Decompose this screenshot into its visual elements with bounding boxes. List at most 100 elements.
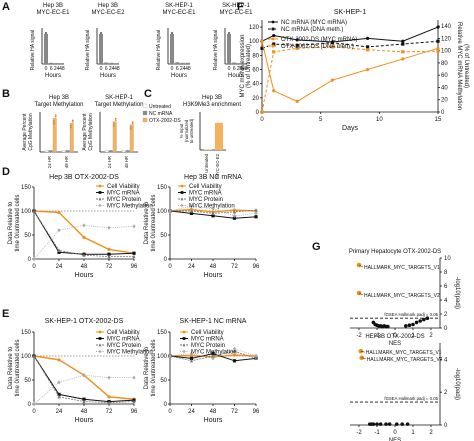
panel-g-top-xlabel: NES [389, 341, 401, 347]
panel-e-right-point [232, 353, 237, 357]
panel-f-ytick: 120 [249, 25, 260, 31]
panel-d-right-point [211, 206, 215, 211]
panel-d-right-xlabel: Hours [204, 272, 223, 279]
panel-e-right-legend-label: MYC Protein [191, 343, 225, 349]
panel-g-top-point [414, 320, 419, 325]
panel-b-bar [61, 150, 66, 153]
panel-f-point [272, 33, 276, 38]
panel-e-left-xtick: 72 [106, 409, 113, 415]
panel-a-title-line2: MYC-EC-E2 [91, 10, 125, 16]
panel-c-ylabel-line: % Input [179, 123, 184, 138]
panel-e-right-ytick: 0 [164, 402, 168, 408]
panel-a-bar [170, 34, 174, 64]
panel-e-right-point [211, 352, 215, 356]
panel-d-left-point [57, 250, 61, 254]
panel-a-xtick: 48 [242, 66, 248, 72]
panel-a-bar [99, 34, 103, 64]
panel-e-right-xtick: 24 [188, 409, 195, 415]
panel-e-right-point [232, 349, 237, 353]
panel-g-top-label-leader [358, 292, 364, 296]
panel-a-xtick: 24 [54, 66, 60, 72]
panel-e-left-point [57, 358, 61, 362]
panel-d-right-legend-label: Cell Viability [189, 184, 222, 190]
panel-a-bar [237, 63, 242, 64]
panel-b-title-line2: Target Methylation [34, 102, 83, 108]
panel-c-xtick: Untreated [204, 153, 209, 172]
panel-d-right-point [168, 208, 172, 214]
panel-c-bar [215, 122, 223, 150]
panel-d-left-xtick: 24 [56, 264, 63, 270]
panel-b-bar [125, 150, 130, 153]
panel-letter-a: A [2, 1, 10, 13]
panel-a-title-line2: MYC-EC-E1 [36, 10, 70, 16]
panel-a-xlabel: Hours [100, 73, 116, 79]
panel-e-left-title: SK-HEP-1 OTX-2002-DS [45, 318, 124, 325]
panel-b-legend-swatch [142, 110, 148, 116]
panel-g-bottom-xlabel: NES [389, 438, 401, 441]
panel-b-ylabel-line1: Average Percent [82, 113, 88, 151]
panel-e-right-legend-marker [182, 343, 186, 347]
panel-d-left-legend-label: MYC Protein [107, 197, 141, 203]
panel-f-point [295, 43, 299, 48]
panel-d-right-point [232, 216, 237, 220]
panel-e-right-xtick: 72 [231, 409, 238, 415]
panel-g-bottom-point [395, 422, 399, 426]
panel-e-left-ylabel-line2: time 0/untreated cells [15, 339, 21, 396]
panel-c-ylabel-line: (normalized [184, 119, 189, 142]
panel-d-right-legend-marker [180, 184, 184, 188]
panel-d-left-legend-marker [98, 197, 102, 201]
panel-e-right-ytick: 100 [157, 354, 168, 360]
panel-b-point [53, 122, 55, 125]
panel-a-ylabel: Relative HA signal [30, 30, 36, 71]
panel-g-bottom-xtick: -2 [356, 430, 362, 436]
panel-g-top-ytick: 8 [444, 270, 448, 276]
panel-d-left-xtick: 0 [32, 264, 36, 270]
panel-a-title-line2: MYC-EC-E1 [162, 10, 196, 16]
panel-g-top-point [411, 322, 415, 327]
panel-d-left-title: Hep 3B OTX-2002-DS [49, 174, 119, 181]
panel-f-ytick: 40 [252, 82, 259, 88]
panel-f-ylabel-line1: MYC mRNA expression [240, 34, 246, 97]
panel-b-point [70, 126, 72, 129]
panel-d-left-xtick: 72 [106, 264, 113, 270]
panel-e-right-point [211, 354, 215, 358]
panel-a-xtick: 0 [228, 66, 231, 72]
panel-b-point [113, 123, 115, 125]
panel-d-left-ytick: 50 [24, 233, 31, 239]
panel-e-right-ylabel-line2: time 0/untreated cells [151, 339, 157, 396]
panel-b-point [72, 119, 74, 122]
panel-e-right-xtick: 0 [168, 409, 172, 415]
panel-f-y2tick: 100 [441, 49, 452, 55]
panel-d-right-xtick: 72 [231, 264, 238, 270]
panel-g-top-point-label: HALLMARK_MYC_TARGETS_V2 [364, 293, 440, 299]
panel-e-left-point [82, 399, 86, 404]
panel-e-right-point [211, 356, 215, 361]
panel-f-xtick: 0 [260, 117, 264, 123]
panel-f-point [401, 57, 405, 61]
panel-d-left-point [107, 254, 111, 259]
panel-d-left-point [132, 254, 136, 259]
panel-g-bottom-xtick: -1 [374, 430, 380, 436]
panel-e-left-legend-label: Cell Viability [107, 330, 140, 336]
panel-f-point [436, 49, 440, 53]
panel-b-point [115, 117, 117, 120]
panel-c-title-line1: Hep 3B [202, 95, 222, 101]
panel-letter-g: G [312, 241, 321, 253]
panel-e-left-point [107, 395, 111, 399]
panel-e-right-point [189, 356, 194, 360]
panel-b-legend-swatch [142, 103, 148, 109]
panel-a-xtick: 24 [109, 66, 115, 72]
panel-g-bottom-xtick: 1 [411, 430, 415, 436]
panel-a-bar [180, 62, 185, 64]
panel-f-legend-marker [271, 37, 275, 41]
panel-e-left-xtick: 24 [56, 409, 63, 415]
panel-f-legend-label: OTX-2002-DS (MYC mRNA) [281, 37, 357, 43]
panel-e-left-point [132, 375, 136, 380]
panel-f-ytick: 80 [252, 53, 259, 59]
panel-a-xtick: 0 [171, 66, 174, 72]
panel-b-point [115, 119, 117, 121]
panel-e-left-series-line [33, 355, 135, 400]
panel-d-right-legend-marker [180, 197, 184, 201]
panel-a-bar [109, 62, 114, 64]
panel-e-right-point [189, 351, 194, 356]
